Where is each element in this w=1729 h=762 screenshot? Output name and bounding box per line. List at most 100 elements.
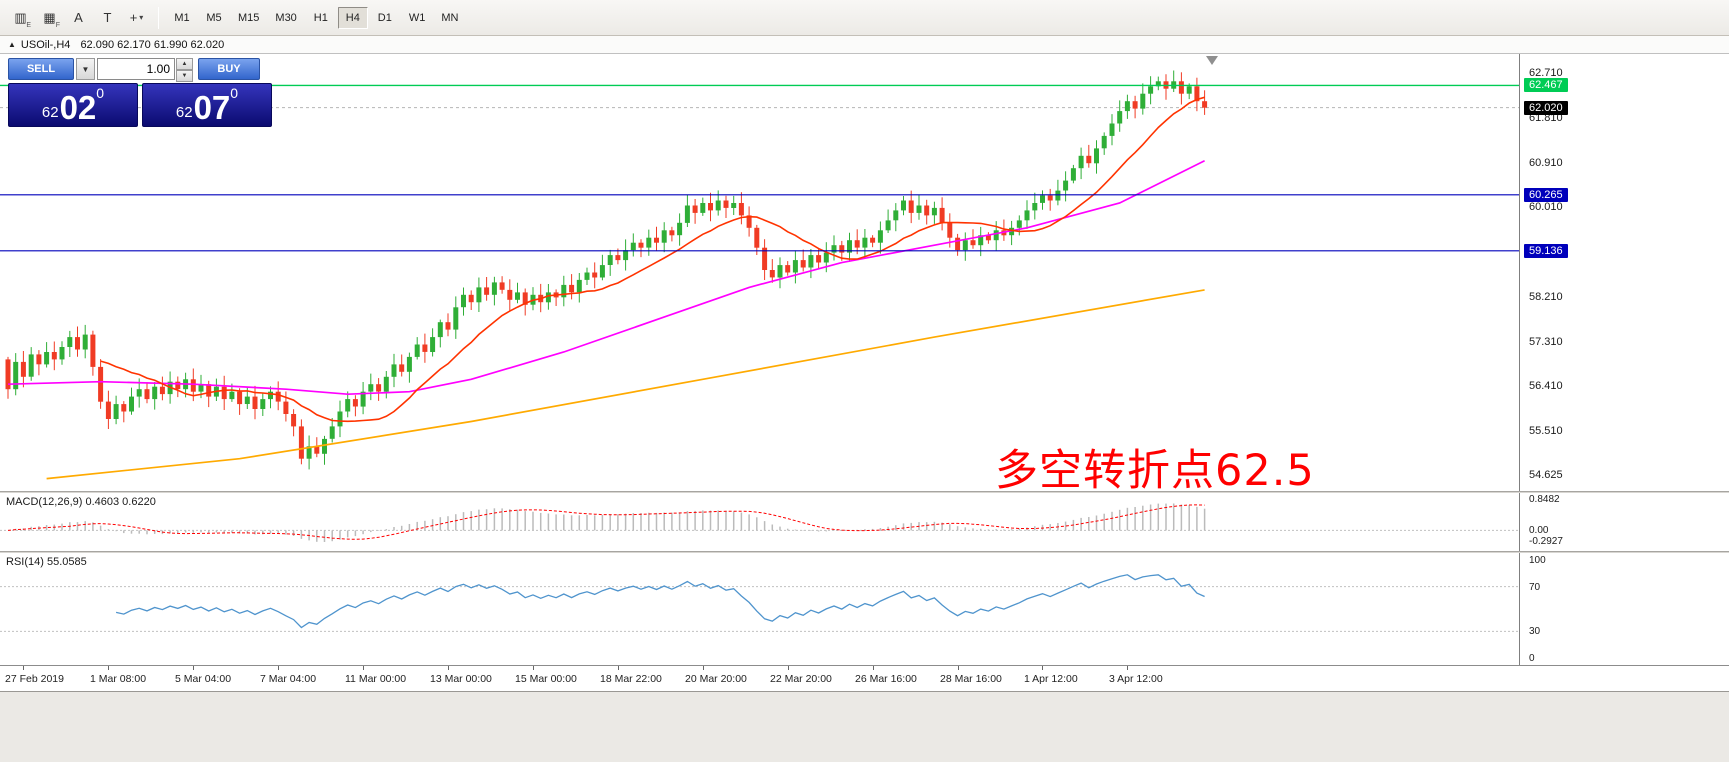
sell-price-sup: 0 xyxy=(96,85,105,101)
grid-icon[interactable]: ▦ F xyxy=(43,9,60,29)
panel-splitter[interactable] xyxy=(0,551,1729,553)
time-axis-label: 18 Mar 22:00 xyxy=(600,673,662,685)
panel-splitter[interactable] xyxy=(0,491,1729,493)
timeframe-button-M15[interactable]: M15 xyxy=(238,11,260,24)
rsi-label: RSI(14) 55.0585 xyxy=(6,556,87,568)
timeframe-button-H4[interactable]: H4 xyxy=(337,6,368,29)
time-axis-label: 3 Apr 12:00 xyxy=(1109,673,1163,685)
price-tick-label: 56.410 xyxy=(1529,380,1563,393)
time-axis-label: 20 Mar 20:00 xyxy=(685,673,747,685)
timeframe-button-D1[interactable]: D1 xyxy=(377,11,392,24)
text-box-icon[interactable]: T xyxy=(103,10,112,25)
macd-canvas[interactable]: MACD(12,26,9) 0.4603 0.6220 xyxy=(0,493,1519,551)
volume-stepper: ▲ ▼ xyxy=(176,58,193,82)
toolbar-separator xyxy=(158,6,159,29)
time-axis-label: 11 Mar 00:00 xyxy=(345,673,407,685)
price-tick-label: 61.810 xyxy=(1529,112,1563,125)
macd-panel-row: MACD(12,26,9) 0.4603 0.6220 0.8482 0.00 -0… xyxy=(0,493,1729,551)
buy-price-big: 07 xyxy=(193,89,231,126)
price-tick-label: 57.310 xyxy=(1529,335,1563,348)
price-tick-label: 62.710 xyxy=(1529,67,1563,80)
time-axis-label: 1 Apr 12:00 xyxy=(1024,673,1078,685)
buy-price-sup: 0 xyxy=(230,85,239,101)
macd-scale-label: -0.2927 xyxy=(1529,536,1563,548)
rsi-canvas[interactable]: RSI(14) 55.0585 xyxy=(0,553,1519,665)
chart-shift-marker[interactable] xyxy=(1206,56,1218,65)
macd-label: MACD(12,26,9) 0.4603 0.6220 xyxy=(6,496,156,508)
time-tick xyxy=(703,666,704,670)
rsi-scale-label: 70 xyxy=(1529,581,1541,593)
time-tick xyxy=(448,666,449,670)
buy-button[interactable]: BUY xyxy=(198,58,260,80)
one-click-trading-panel: SELL ▼ ▲ ▼ BUY 62 02 0 6 xyxy=(8,58,272,127)
volume-dropdown-icon[interactable]: ▼ xyxy=(76,58,95,80)
sell-price-display[interactable]: 62 02 0 xyxy=(8,83,138,127)
time-axis-label: 27 Feb 2019 xyxy=(5,673,64,685)
time-tick xyxy=(788,666,789,670)
time-axis-label: 15 Mar 00:00 xyxy=(515,673,577,685)
crosshair-icon[interactable]: + ▾ xyxy=(129,10,144,25)
macd-scale-label: 0.8482 xyxy=(1529,494,1560,505)
price-tag-label: 59.136 xyxy=(1524,243,1568,258)
terminal-area xyxy=(0,691,1729,762)
macd-scale-label: 0.00 xyxy=(1529,525,1549,537)
timeframe-button-M5[interactable]: M5 xyxy=(206,11,222,24)
time-tick xyxy=(193,666,194,670)
time-tick xyxy=(958,666,959,670)
time-tick xyxy=(23,666,24,670)
sell-button[interactable]: SELL xyxy=(8,58,74,80)
chart-annotation: 多空转折点62.5 xyxy=(995,446,1315,491)
price-tag-label: 60.265 xyxy=(1524,187,1568,202)
time-tick xyxy=(618,666,619,670)
price-tick-label: 60.010 xyxy=(1529,201,1563,214)
timeframe-button-MN[interactable]: MN xyxy=(441,11,459,24)
time-tick xyxy=(1127,666,1128,670)
rsi-scale[interactable]: 100 70 30 0 xyxy=(1519,553,1729,665)
sell-price-prefix: 62 xyxy=(41,104,59,121)
price-chart-row: SELL ▼ ▲ ▼ BUY 62 02 0 6 xyxy=(0,54,1729,491)
price-tag-label: 62.020 xyxy=(1524,100,1568,115)
price-tick-label: 55.510 xyxy=(1529,424,1563,437)
top-toolbar: ▥ E ▦ F A T + ▾ M1 M5 M15 M30 H1 H4 D1 W1 MN xyxy=(0,0,1729,36)
rsi-scale-label: 100 xyxy=(1529,555,1546,566)
chart-objects-icon[interactable]: ▥ E xyxy=(14,9,31,29)
macd-scale[interactable]: 0.8482 0.00 -0.2927 xyxy=(1519,493,1729,551)
price-tag-label: 62.467 xyxy=(1524,78,1568,93)
price-tick-label: 58.210 xyxy=(1529,290,1563,303)
time-axis-label: 26 Mar 16:00 xyxy=(855,673,917,685)
rsi-panel-row: RSI(14) 55.0585 100 70 30 0 xyxy=(0,553,1729,665)
time-axis[interactable]: 27 Feb 2019 1 Mar 08:00 5 Mar 04:00 7 Mar 0… xyxy=(0,665,1729,691)
time-axis-label: 28 Mar 16:00 xyxy=(940,673,1002,685)
volume-up-icon[interactable]: ▲ xyxy=(176,58,193,70)
rsi-scale-label: 30 xyxy=(1529,626,1541,638)
price-scale[interactable]: 62.710 61.810 60.910 60.010 58.210 57.310 56.4… xyxy=(1519,54,1729,491)
price-chart-canvas[interactable]: SELL ▼ ▲ ▼ BUY 62 02 0 6 xyxy=(0,54,1519,491)
time-tick xyxy=(1042,666,1043,670)
time-axis-label: 1 Mar 08:00 xyxy=(90,673,147,685)
buy-price-prefix: 62 xyxy=(175,104,193,121)
time-axis-label: 13 Mar 00:00 xyxy=(430,673,492,685)
price-tick-label: 54.625 xyxy=(1529,468,1563,481)
buy-price-display[interactable]: 62 07 0 xyxy=(142,83,272,127)
time-axis-label: 7 Mar 04:00 xyxy=(260,673,317,685)
sell-price-big: 02 xyxy=(59,89,97,126)
price-tick-label: 60.910 xyxy=(1529,156,1563,169)
volume-down-icon[interactable]: ▼ xyxy=(176,70,193,82)
volume-input[interactable] xyxy=(97,58,175,80)
chart-expand-icon[interactable]: ▲ xyxy=(8,40,16,49)
rsi-scale-label: 0 xyxy=(1529,653,1535,664)
chart-ohlc-values: 62.090 62.170 61.990 62.020 xyxy=(80,38,225,51)
timeframe-button-H1[interactable]: H1 xyxy=(313,11,328,24)
time-tick xyxy=(278,666,279,670)
timeframe-button-M30[interactable]: M30 xyxy=(275,11,297,24)
time-tick xyxy=(533,666,534,670)
text-label-icon[interactable]: A xyxy=(74,10,83,25)
time-tick xyxy=(873,666,874,670)
chart-symbol-label: USOil-,H4 xyxy=(20,38,71,51)
timeframe-button-W1[interactable]: W1 xyxy=(408,11,426,24)
time-axis-label: 22 Mar 20:00 xyxy=(770,673,832,685)
time-tick xyxy=(108,666,109,670)
timeframe-button-M1[interactable]: M1 xyxy=(174,11,190,24)
chart-title-bar: ▲ USOil-,H4 62.090 62.170 61.990 62.020 xyxy=(0,36,1729,54)
